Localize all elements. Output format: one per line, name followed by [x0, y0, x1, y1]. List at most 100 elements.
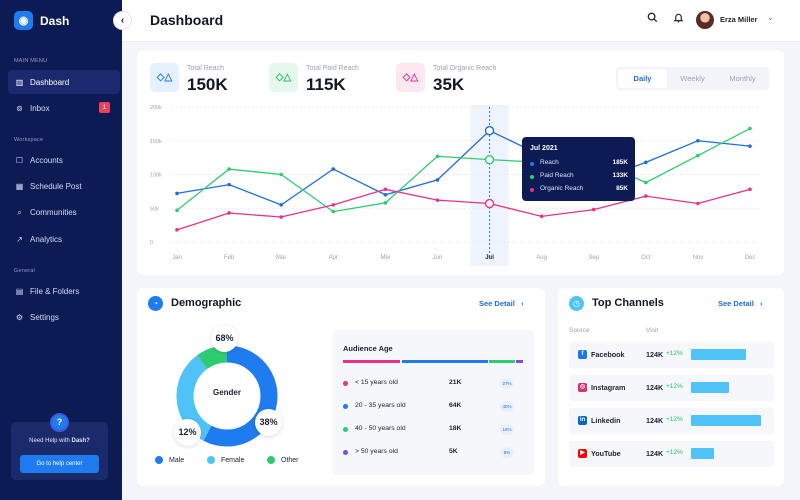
logo[interactable]: ◉ Dash	[14, 11, 69, 30]
channel-visit: 124K	[646, 449, 664, 458]
avatar[interactable]	[696, 11, 714, 29]
see-detail-link[interactable]: See Detail ›	[479, 299, 523, 308]
kpi-value: 115K	[306, 75, 346, 94]
data-point[interactable]	[484, 125, 495, 136]
data-point[interactable]	[279, 172, 283, 177]
data-point[interactable]	[644, 180, 648, 185]
data-point[interactable]	[696, 153, 700, 158]
data-point[interactable]	[175, 191, 179, 196]
data-point[interactable]	[644, 194, 648, 198]
channel-row-instagram[interactable]: ◎ Instagram 124K +12%	[569, 375, 774, 401]
tab-daily[interactable]: Daily	[618, 69, 667, 88]
y-tick-label: 50k	[150, 206, 159, 212]
col-source: Source	[569, 327, 590, 334]
data-point[interactable]	[484, 198, 495, 209]
sidebar-item-label: File & Folders	[30, 286, 80, 296]
page-title: Dashboard	[150, 12, 224, 28]
tab-monthly[interactable]: Monthly	[729, 74, 756, 83]
sidebar-item-label: Communities	[30, 207, 77, 217]
data-point[interactable]	[748, 126, 752, 131]
age-value: 64K	[449, 402, 462, 409]
tooltip-label: Reach	[540, 159, 559, 166]
data-point[interactable]	[696, 201, 700, 206]
x-tick-label: Jun	[433, 255, 443, 261]
sidebar: ◉ Dash MAIN MENU ▥ Dashboard ⊚ Inbox 1 W…	[0, 0, 122, 500]
y-tick-label: 0	[150, 240, 153, 246]
data-point[interactable]	[383, 192, 388, 197]
age-label: > 50 years old	[355, 448, 398, 455]
data-point[interactable]	[748, 187, 752, 192]
tooltip-row-paid-reach: Paid Reach 133K	[530, 172, 628, 182]
data-point[interactable]	[383, 187, 388, 192]
legend-female: Female	[207, 456, 244, 464]
see-detail-link[interactable]: See Detail ›	[718, 299, 762, 308]
sidebar-item-file-folders[interactable]: ▤ File & Folders	[8, 279, 120, 303]
age-row: 20 - 35 years old 64K 40%	[343, 401, 518, 413]
sidebar-item-dashboard[interactable]: ▥ Dashboard	[8, 70, 120, 94]
tab-weekly[interactable]: Weekly	[680, 74, 705, 83]
legend-dot	[530, 175, 534, 179]
channel-delta: +12%	[666, 350, 683, 357]
x-tick-label: Mei	[381, 255, 391, 261]
tooltip-title: Jul 2021	[530, 145, 558, 152]
data-point[interactable]	[175, 228, 179, 232]
legend-dot	[343, 404, 348, 409]
data-point[interactable]	[227, 182, 231, 187]
sidebar-item-accounts[interactable]: ☐ Accounts	[8, 148, 120, 172]
gender-donut	[176, 345, 278, 447]
data-point[interactable]	[331, 167, 336, 171]
data-point[interactable]	[696, 138, 700, 143]
channel-row-linkedin[interactable]: in Linkedin 124K +12%	[569, 408, 774, 434]
data-point[interactable]	[227, 167, 231, 171]
x-tick-label: Aug	[536, 255, 547, 261]
section-workspace: Workspace	[14, 137, 44, 143]
data-point[interactable]	[279, 215, 283, 219]
data-point[interactable]	[644, 160, 648, 165]
data-point[interactable]	[435, 154, 440, 159]
donut-slice-female[interactable]	[176, 345, 278, 447]
channel-row-youtube[interactable]: ▶ YouTube 124K +12%	[569, 441, 774, 467]
search-icon[interactable]	[644, 12, 661, 29]
app-name: Dash	[40, 13, 70, 28]
sidebar-item-label: Dashboard	[30, 77, 70, 87]
age-segment-bar	[343, 360, 400, 363]
donut-pct-other: 12%	[174, 419, 201, 446]
sidebar-item-analytics[interactable]: ↗ Analytics	[8, 227, 120, 251]
channels-icon: ◷	[569, 296, 584, 311]
data-point[interactable]	[279, 203, 283, 207]
sidebar-item-label: Settings	[30, 312, 59, 322]
age-value: 18K	[449, 425, 462, 432]
tooltip-value: 133K	[612, 172, 628, 179]
sidebar-item-settings[interactable]: ⚙ Settings	[8, 305, 120, 329]
help-center-button[interactable]: Go to help center	[20, 455, 99, 473]
chevron-down-icon[interactable]: ⌄	[767, 13, 774, 22]
legend-dot	[207, 456, 215, 464]
data-point[interactable]	[331, 209, 336, 214]
data-point[interactable]	[435, 198, 440, 202]
collapse-sidebar-button[interactable]: ‹	[113, 11, 132, 30]
tooltip-value: 85K	[616, 185, 628, 192]
search-icon: ⌕	[17, 207, 22, 217]
age-value: 5K	[449, 448, 458, 455]
legend-dot	[343, 450, 348, 455]
help-text: Need Help with Dash?	[11, 438, 108, 444]
sidebar-item-communities[interactable]: ⌕ Communities	[8, 200, 120, 224]
data-point[interactable]	[539, 214, 544, 219]
legend-dot	[155, 456, 163, 464]
bell-icon[interactable]	[670, 12, 687, 29]
data-point[interactable]	[227, 211, 231, 215]
sidebar-item-inbox[interactable]: ⊚ Inbox 1	[8, 96, 120, 120]
kpi-value: 150K	[187, 75, 228, 94]
data-point[interactable]	[484, 154, 495, 165]
channel-row-facebook[interactable]: f Facebook 124K +12%	[569, 342, 774, 368]
user-name[interactable]: Erza Miller	[720, 15, 758, 24]
data-point[interactable]	[435, 178, 440, 182]
donut-slice-other[interactable]	[176, 345, 278, 447]
data-point[interactable]	[383, 201, 388, 205]
demographic-card: ◔ Demographic See Detail › Gender 68% 38…	[137, 288, 545, 486]
data-point[interactable]	[175, 208, 179, 213]
data-point[interactable]	[748, 144, 752, 148]
sidebar-item-schedule-post[interactable]: ▦ Schedule Post	[8, 174, 120, 198]
data-point[interactable]	[591, 207, 596, 212]
data-point[interactable]	[331, 203, 336, 207]
